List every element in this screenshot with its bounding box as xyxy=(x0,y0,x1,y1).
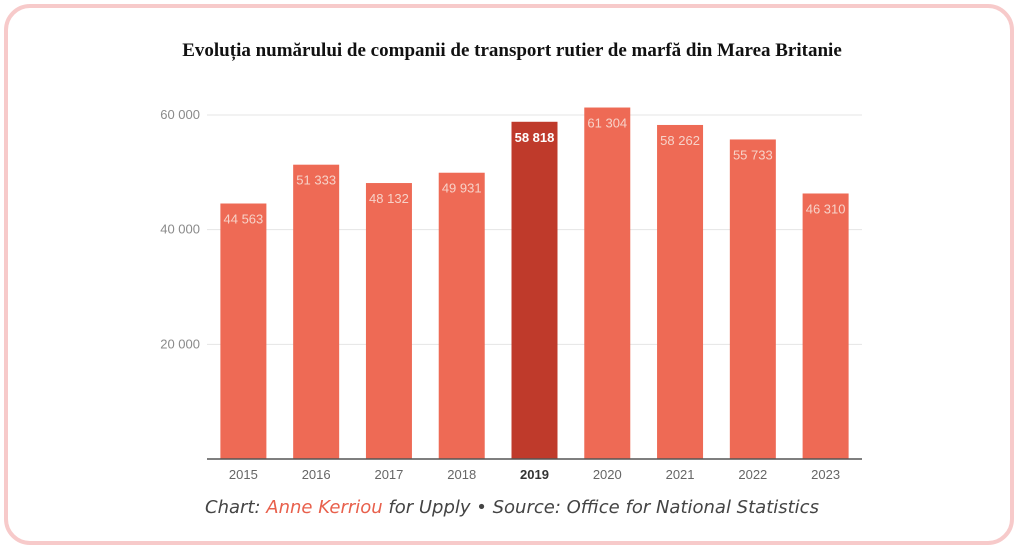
x-tick-label-2020: 2020 xyxy=(593,467,622,482)
author-link[interactable]: Anne Kerriou xyxy=(266,497,383,518)
bar-2020 xyxy=(584,107,631,459)
footer-source: for Upply • Source: Office for National … xyxy=(382,497,819,518)
bar-2022 xyxy=(729,139,776,460)
data-label-2023: 46 310 xyxy=(806,201,846,216)
bar-2017 xyxy=(365,183,412,459)
data-label-2020: 61 304 xyxy=(587,116,627,131)
bar-2016 xyxy=(293,164,340,459)
data-label-2015: 44 563 xyxy=(224,212,264,227)
bar-2018 xyxy=(438,172,485,459)
y-tick-label: 20 000 xyxy=(160,336,200,351)
chart-title: Evoluția numărului de companii de transp… xyxy=(182,40,842,61)
bar-2023 xyxy=(802,193,849,460)
x-tick-label-2018: 2018 xyxy=(447,467,476,482)
data-label-2016: 51 333 xyxy=(296,173,336,188)
y-tick-label: 40 000 xyxy=(160,222,200,237)
data-label-2018: 49 931 xyxy=(442,181,482,196)
x-tick-label-2015: 2015 xyxy=(229,467,258,482)
data-label-2022: 55 733 xyxy=(733,147,773,162)
x-tick-label-2019: 2019 xyxy=(520,467,549,482)
y-tick-label: 60 000 xyxy=(160,107,200,122)
data-label-2017: 48 132 xyxy=(369,191,409,206)
x-tick-label-2016: 2016 xyxy=(302,467,331,482)
x-tick-label-2017: 2017 xyxy=(374,467,403,482)
bar-2015 xyxy=(220,203,267,459)
bar-2019 xyxy=(511,121,558,460)
data-label-2019: 58 818 xyxy=(515,130,555,145)
x-tick-label-2021: 2021 xyxy=(666,467,695,482)
bar-2021 xyxy=(657,124,704,459)
x-tick-label-2023: 2023 xyxy=(811,467,840,482)
data-label-2021: 58 262 xyxy=(660,133,700,148)
footer-prefix: Chart: xyxy=(205,497,267,518)
chart-footer: Chart: Anne Kerriou for Upply • Source: … xyxy=(0,497,1024,518)
x-tick-label-2022: 2022 xyxy=(738,467,767,482)
